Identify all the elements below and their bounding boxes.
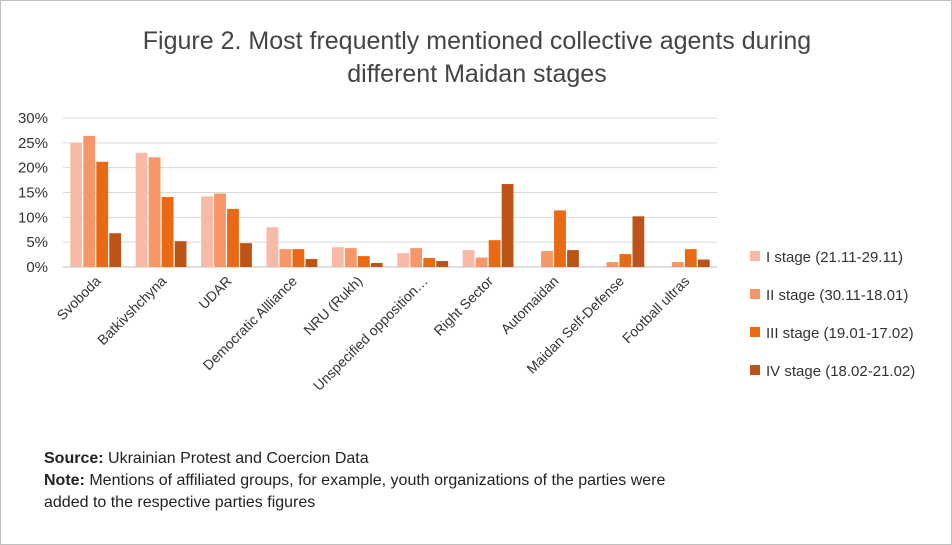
bar bbox=[697, 259, 710, 267]
bar bbox=[370, 263, 383, 267]
source-text: Ukrainian Protest and Coercion Data bbox=[108, 450, 369, 467]
bar bbox=[266, 227, 279, 267]
bar bbox=[305, 259, 318, 267]
note-label: Note: bbox=[44, 472, 85, 489]
bar bbox=[279, 249, 292, 267]
legend-label: III stage (19.01-17.02) bbox=[766, 325, 914, 342]
bar bbox=[331, 247, 344, 267]
y-tick-label: 25% bbox=[18, 135, 48, 152]
bar bbox=[632, 216, 645, 267]
chart-title-line: Figure 2. Most frequently mentioned coll… bbox=[143, 27, 811, 55]
bar bbox=[567, 250, 579, 267]
legend-swatch bbox=[750, 251, 760, 261]
note-line-2: added to the respective parties figures bbox=[44, 494, 316, 511]
bar bbox=[671, 262, 684, 267]
bar bbox=[397, 253, 410, 267]
bar bbox=[109, 233, 122, 267]
category-label: Svoboda bbox=[53, 273, 104, 324]
category-label: Unspecified opposition… bbox=[310, 273, 431, 394]
bar bbox=[410, 248, 423, 267]
bar bbox=[554, 210, 566, 267]
source-line: Source: Ukrainian Protest and Coercion D… bbox=[44, 448, 665, 470]
y-tick-label: 15% bbox=[18, 185, 48, 202]
category-label: Football ultras bbox=[619, 273, 692, 346]
figure-notes: Source: Ukrainian Protest and Coercion D… bbox=[44, 448, 665, 514]
category-label: Right Sector bbox=[430, 273, 496, 339]
bar bbox=[240, 243, 252, 267]
chart-title-line: different Maidan stages bbox=[347, 60, 606, 88]
bar bbox=[227, 208, 239, 267]
category-label: UDAR bbox=[195, 273, 234, 312]
bar-chart: Figure 2. Most frequently mentioned coll… bbox=[18, 27, 915, 394]
y-tick-label: 30% bbox=[18, 110, 48, 127]
bar bbox=[488, 240, 501, 267]
bar bbox=[619, 254, 632, 267]
bar bbox=[70, 142, 83, 267]
bar bbox=[344, 248, 357, 267]
bar bbox=[83, 135, 96, 267]
bar bbox=[148, 157, 161, 267]
bar bbox=[423, 258, 436, 267]
y-tick-label: 0% bbox=[26, 259, 48, 276]
y-tick-label: 20% bbox=[18, 160, 48, 177]
bar bbox=[684, 249, 697, 267]
bar bbox=[214, 193, 226, 267]
note-line: Note: Mentions of affiliated groups, for… bbox=[44, 470, 665, 492]
y-tick-label: 10% bbox=[18, 209, 48, 226]
y-tick-label: 5% bbox=[26, 234, 48, 251]
bar bbox=[161, 196, 174, 267]
legend-label: I stage (21.11-29.11) bbox=[766, 249, 903, 266]
bar bbox=[501, 184, 514, 267]
legend-label: II stage (30.11-18.01) bbox=[766, 287, 908, 304]
legend-swatch bbox=[750, 289, 760, 299]
legend-swatch bbox=[750, 327, 760, 337]
legend-swatch bbox=[750, 365, 760, 375]
source-label: Source: bbox=[44, 450, 104, 467]
category-label: Automaidan bbox=[497, 273, 561, 337]
bar bbox=[436, 261, 449, 267]
bar bbox=[475, 257, 488, 267]
bar bbox=[541, 251, 553, 267]
bar bbox=[174, 241, 187, 267]
note-text: Mentions of affiliated groups, for examp… bbox=[89, 472, 666, 489]
category-label: Batkivshchyna bbox=[94, 273, 169, 348]
bar bbox=[292, 249, 305, 267]
bar bbox=[135, 152, 148, 267]
category-label: NRU (Rukh) bbox=[300, 273, 365, 338]
bar bbox=[201, 196, 213, 267]
legend-label: IV stage (18.02-21.02) bbox=[766, 363, 915, 380]
bar bbox=[96, 161, 109, 267]
bar bbox=[606, 262, 619, 267]
bar bbox=[462, 250, 475, 267]
bar bbox=[357, 256, 370, 267]
